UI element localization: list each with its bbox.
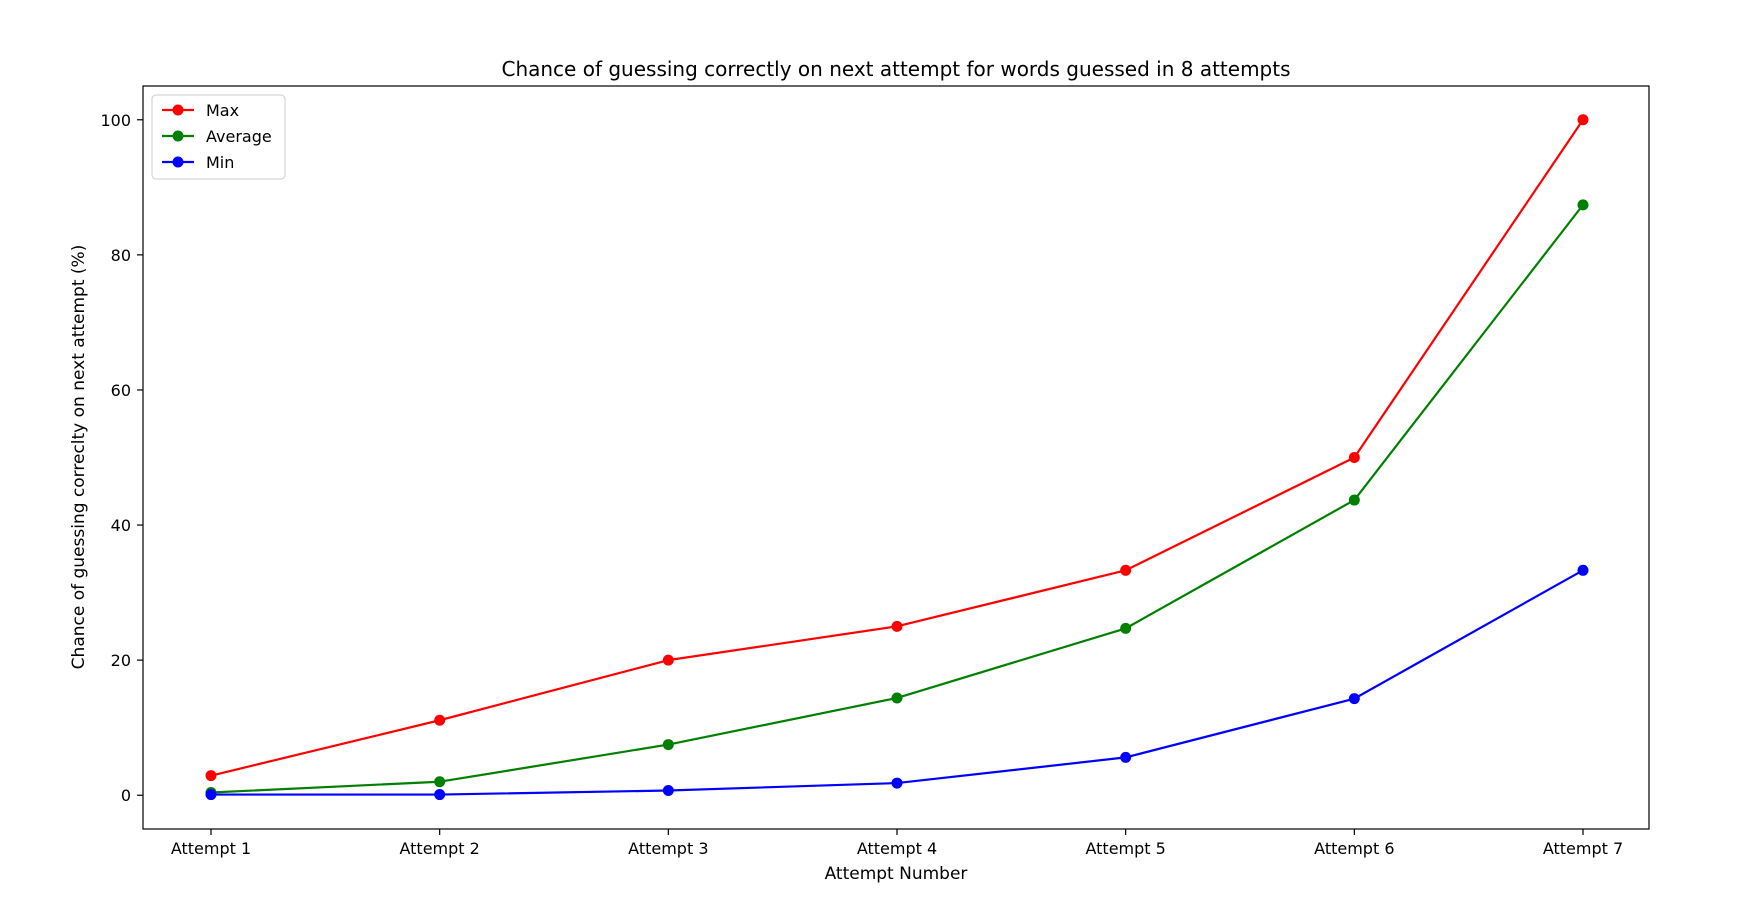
data-point-average [434, 776, 446, 788]
series-average [205, 199, 1589, 799]
data-point-min [434, 789, 446, 801]
data-point-min [1120, 751, 1132, 763]
legend-item-min: Min [162, 153, 234, 172]
data-point-min [1577, 564, 1589, 576]
y-tick-label: 80 [111, 246, 131, 265]
legend-label: Max [206, 101, 239, 120]
y-tick-label: 100 [100, 111, 131, 130]
data-point-average [1348, 494, 1360, 506]
x-tick-label: Attempt 7 [1543, 839, 1623, 858]
legend: Max Average Min [151, 94, 286, 180]
data-point-average [891, 692, 903, 704]
data-point-average [1120, 622, 1132, 634]
plot-area [142, 85, 1650, 830]
y-axis-label: Chance of guessing correclty on next att… [69, 245, 89, 670]
legend-box [151, 94, 286, 180]
data-point-average [662, 739, 674, 751]
series-layer [205, 114, 1589, 801]
series-line-max [210, 119, 1584, 777]
legend-item-average: Average [162, 127, 272, 146]
legend-swatch-marker [172, 156, 184, 168]
data-point-min [662, 784, 674, 796]
data-point-min [1348, 693, 1360, 705]
x-tick-label: Attempt 5 [1085, 839, 1165, 858]
data-point-max [205, 770, 217, 782]
x-axis: Attempt 1 Attempt 2 Attempt 3 Attempt 4 Atte… [171, 829, 1623, 858]
series-min [205, 564, 1589, 801]
legend-item-max: Max [162, 101, 239, 120]
data-point-min [891, 777, 903, 789]
y-tick-label: 60 [111, 381, 131, 400]
legend-label: Average [206, 127, 272, 146]
data-point-max [434, 714, 446, 726]
data-point-max [891, 620, 903, 632]
chart-title: Chance of guessing correctly on next att… [501, 57, 1290, 81]
series-line-average [210, 204, 1584, 794]
x-tick-label: Attempt 3 [628, 839, 708, 858]
data-point-min [205, 789, 217, 801]
series-max [205, 114, 1589, 782]
legend-swatch-marker [172, 130, 184, 142]
x-tick-label: Attempt 1 [171, 839, 251, 858]
y-axis: 0 20 40 60 80 100 [100, 111, 143, 805]
legend-swatch-marker [172, 104, 184, 116]
data-point-max [1348, 452, 1360, 463]
y-tick-label: 0 [121, 786, 131, 805]
y-tick-label: 20 [111, 651, 131, 670]
legend-label: Min [206, 153, 234, 172]
x-tick-label: Attempt 2 [399, 839, 479, 858]
data-point-average [1577, 199, 1589, 211]
data-point-max [1120, 564, 1132, 576]
series-line-min [211, 569, 1584, 796]
x-tick-label: Attempt 6 [1314, 839, 1394, 858]
x-axis-label: Attempt Number [825, 864, 968, 884]
x-tick-label: Attempt 4 [857, 839, 937, 858]
y-tick-label: 40 [111, 516, 131, 535]
data-point-max [1577, 114, 1589, 126]
data-point-max [662, 654, 674, 666]
